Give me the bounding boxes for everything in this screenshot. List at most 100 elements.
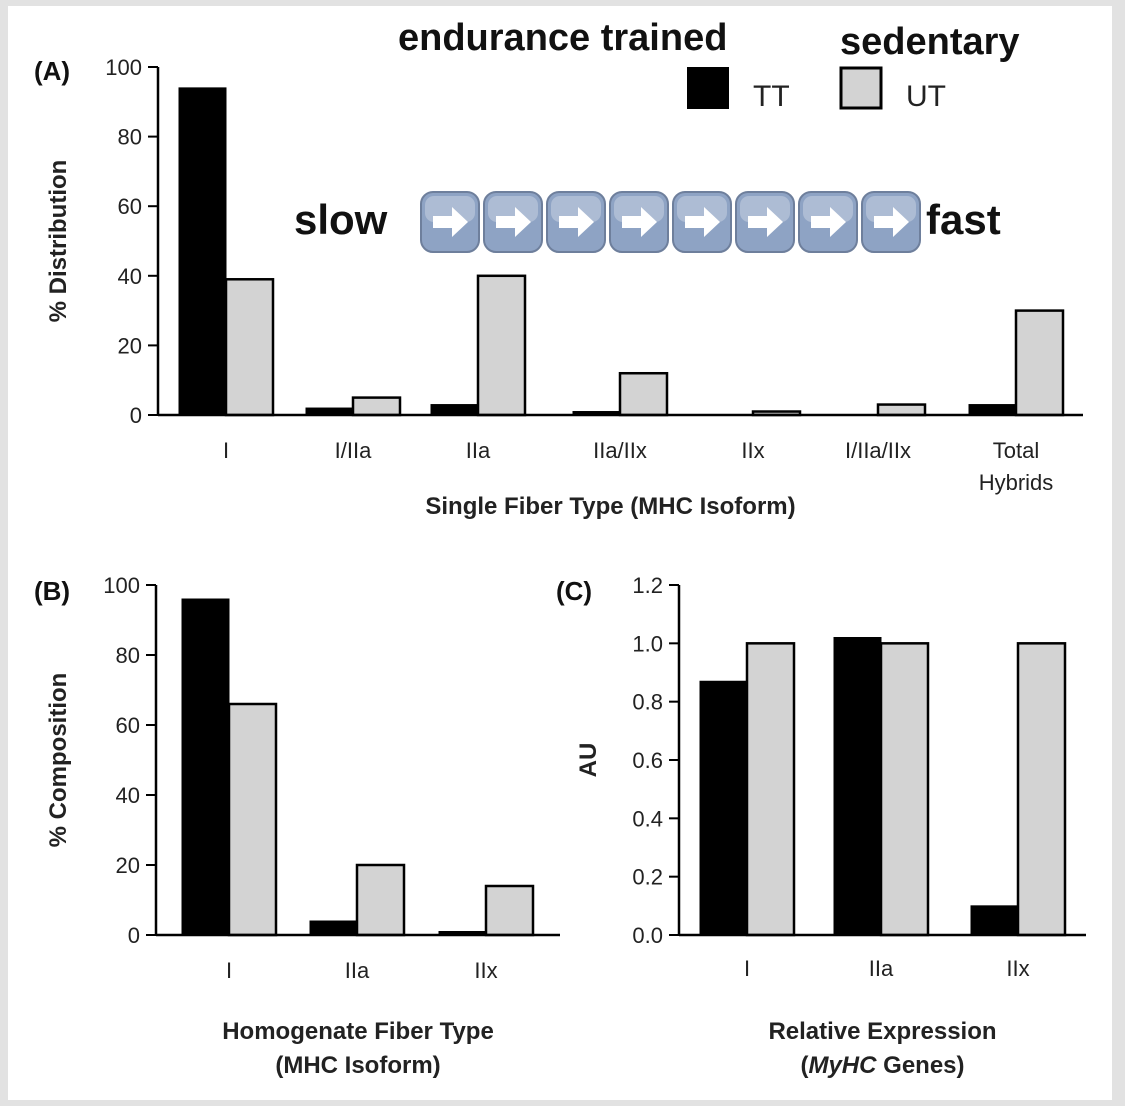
- right-arrow-key-icon: [861, 191, 921, 253]
- bar-tt-2: [970, 905, 1019, 936]
- bar-ut-2: [476, 274, 527, 417]
- x-category-label: Total: [993, 438, 1039, 463]
- x-category-label: I/IIa/IIx: [845, 438, 911, 463]
- legend: TT UT: [687, 66, 946, 113]
- x-category-label: I: [223, 438, 229, 463]
- chart-b: 0 20 40 60 80 100 I IIa IIx % Composition Homogena…: [45, 573, 560, 1079]
- right-arrow-glyph: [433, 207, 468, 237]
- y-tick-label: 20: [118, 333, 142, 358]
- sedentary-label: sedentary: [840, 21, 1020, 63]
- x-category-label: IIa: [466, 438, 491, 463]
- y-tick-label: 40: [118, 264, 142, 289]
- y-tick-label: 20: [116, 853, 140, 878]
- y-axis-title: % Composition: [45, 673, 72, 848]
- arrow-key-shine: [740, 196, 790, 222]
- x-category-label: IIx: [1006, 956, 1029, 981]
- fast-label: fast: [926, 196, 1001, 243]
- panel-label-a: (A): [34, 56, 70, 86]
- chart-a: 0 20 40 60 80 100 I I/IIa IIa IIa/IIx IIx I/IIa/IIx…: [45, 55, 1083, 520]
- bar-tt-1: [309, 920, 358, 936]
- bar-ut-0: [745, 642, 796, 937]
- x-category-label: I/IIa: [335, 438, 372, 463]
- arrow-key-shine: [803, 196, 853, 222]
- bar-ut-2: [1016, 642, 1067, 937]
- x-category-label: IIa/IIx: [593, 438, 647, 463]
- y-axis-title: AU: [575, 743, 602, 778]
- x-axis-title: Single Fiber Type (MHC Isoform): [425, 493, 795, 520]
- arrow-strip: [420, 191, 921, 253]
- bar-ut-0: [227, 702, 278, 937]
- right-arrow-key-icon: [672, 191, 732, 253]
- bar-tt-0: [178, 87, 227, 416]
- y-tick-label: 1.2: [632, 573, 663, 598]
- y-axis-title: % Distribution: [45, 160, 72, 323]
- x-category-label: IIa: [869, 956, 894, 981]
- y-tick-label: 60: [116, 713, 140, 738]
- panel-label-b: (B): [34, 576, 70, 606]
- arrow-key-shine: [551, 196, 601, 222]
- y-tick-label: 0: [128, 923, 140, 948]
- y-tick-label: 0.6: [632, 748, 663, 773]
- right-arrow-glyph: [622, 207, 657, 237]
- bar-ut-1: [879, 642, 930, 937]
- x-category-label: IIa: [345, 958, 370, 983]
- bar-ut-1: [351, 396, 402, 417]
- right-arrow-key-icon: [609, 191, 669, 253]
- bar-tt-2: [430, 404, 479, 416]
- bar-tt-1: [833, 637, 882, 936]
- right-arrow-glyph: [874, 207, 909, 237]
- right-arrow-key-icon: [420, 191, 480, 253]
- y-tick-label: 80: [118, 125, 142, 150]
- y-tick-label: 80: [116, 643, 140, 668]
- x-category-label: I: [226, 958, 232, 983]
- bar-ut-0: [224, 278, 275, 417]
- legend-label-ut: UT: [906, 80, 946, 113]
- arrow-key-shine: [488, 196, 538, 222]
- bar-ut-1: [355, 863, 406, 937]
- y-tick-label: 60: [118, 194, 142, 219]
- right-arrow-glyph: [748, 207, 783, 237]
- bar-ut-6: [1014, 309, 1065, 417]
- y-tick-label: 40: [116, 783, 140, 808]
- bar-ut-5: [876, 403, 927, 417]
- bar-ut-3: [618, 371, 669, 417]
- right-arrow-glyph: [559, 207, 594, 237]
- bar-tt-6: [968, 404, 1017, 416]
- arrow-key-shine: [425, 196, 475, 222]
- arrow-key-shine: [677, 196, 727, 222]
- y-tick-label: 100: [103, 573, 140, 598]
- endurance-trained-label: endurance trained: [398, 17, 727, 59]
- x-axis-title: (MyHC Genes): [800, 1052, 964, 1079]
- panel-label-c: (C): [556, 576, 592, 606]
- bar-tt-0: [699, 680, 748, 936]
- y-tick-label: 0.4: [632, 806, 663, 831]
- y-tick-label: 100: [105, 55, 142, 80]
- right-arrow-key-icon: [483, 191, 543, 253]
- y-tick-label: 0.2: [632, 865, 663, 890]
- x-axis-title: Relative Expression: [768, 1018, 996, 1045]
- y-tick-label: 1.0: [632, 631, 663, 656]
- figure-canvas: endurance trained sedentary TT UT slow f…: [8, 6, 1112, 1100]
- legend-swatch-tt: [687, 67, 729, 109]
- chart-c: 0.0 0.2 0.4 0.6 0.8 1.0 1.2 I IIa IIx AU Relative E…: [575, 573, 1086, 1079]
- legend-swatch-ut: [839, 66, 883, 110]
- y-tick-label: 0.0: [632, 923, 663, 948]
- right-arrow-key-icon: [546, 191, 606, 253]
- x-category-label: I: [744, 956, 750, 981]
- x-axis-title: Homogenate Fiber Type: [222, 1018, 494, 1045]
- x-axis-title: (MHC Isoform): [275, 1052, 440, 1079]
- right-arrow-glyph: [685, 207, 720, 237]
- x-category-label: IIx: [741, 438, 764, 463]
- y-tick-label: 0: [130, 403, 142, 428]
- arrow-key-shine: [614, 196, 664, 222]
- right-arrow-key-icon: [735, 191, 795, 253]
- legend-label-tt: TT: [753, 80, 790, 113]
- arrow-key-shine: [866, 196, 916, 222]
- right-arrow-key-icon: [798, 191, 858, 253]
- figure-svg: endurance trained sedentary TT UT slow f…: [34, 17, 1086, 1079]
- right-arrow-glyph: [496, 207, 531, 237]
- bar-tt-0: [181, 598, 230, 936]
- bar-ut-2: [484, 884, 535, 937]
- y-tick-label: 0.8: [632, 690, 663, 715]
- right-arrow-glyph: [811, 207, 846, 237]
